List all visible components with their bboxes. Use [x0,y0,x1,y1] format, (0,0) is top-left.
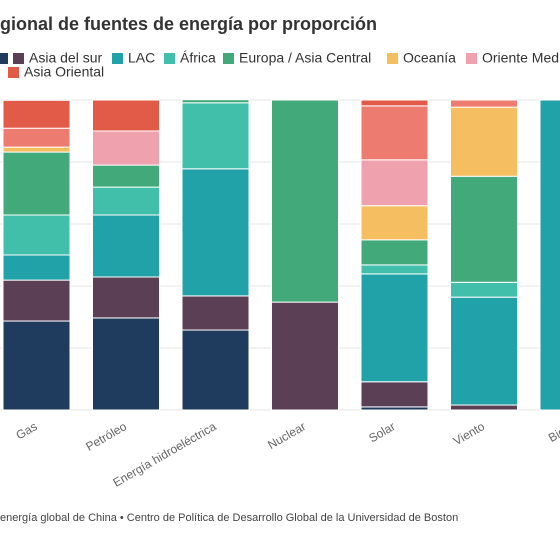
x-tick-label: Petróleo [83,419,129,454]
legend-label: Asia del sur [29,50,102,66]
bar-segment [2,99,71,129]
legend-label: LAC [128,50,155,66]
bar-segment [92,214,160,278]
bar-segment [181,99,250,104]
bar-segment [360,273,429,383]
legend-label: Oriente Med [482,50,559,66]
bar-segment [2,214,71,256]
bar-segment [181,295,250,331]
x-tick-label: Nuclear [265,419,308,452]
bar-segment [450,99,518,108]
bar-segment [450,404,518,411]
bar-segment [450,296,518,406]
bar-segment [360,159,429,207]
bar-segment [539,99,560,411]
bar-segment [92,276,160,319]
legend-swatch [387,53,398,64]
bar-segment [450,175,518,283]
bar-segment [92,130,160,166]
legend-swatch [466,53,477,64]
legend-swatch [164,53,175,64]
bar-segment [450,281,518,298]
legend-swatch [13,53,24,64]
bar-segment [2,146,71,153]
bar-segment [2,151,71,216]
legend-swatch [223,53,234,64]
bar-segment [360,239,429,266]
bar-segment [92,164,160,188]
bar-segment [360,205,429,241]
bar-segment [2,254,71,281]
bar-segment [360,99,429,107]
x-tick-label: Solar [366,419,397,445]
bar-segment [181,102,250,170]
bar-segment [271,99,339,303]
bar-segment [2,279,71,322]
bar-segment [360,381,429,408]
legend-swatch [112,53,123,64]
x-tick-label: Gas [14,419,40,442]
bar-segment [360,105,429,161]
x-tick-label: Viento [451,419,488,448]
bar-segment [450,106,518,177]
legend-label: África [180,50,216,66]
x-tick-label: Biom [546,419,560,445]
bar-segment [181,168,250,297]
bar-segment [92,317,160,411]
legend-swatch [8,67,19,78]
bar-segment [2,127,71,148]
bar-segment [360,264,429,275]
bar-segment [92,99,160,132]
bar-segment [92,186,160,216]
legend-label: Oceanía [403,50,456,66]
bar-segment [181,329,250,411]
legend-label: Asia Oriental [24,64,104,80]
legend-swatch [0,53,8,64]
source: energía global de China • Centro de Polí… [0,512,458,524]
bar-segment [2,320,71,411]
chart-title: gional de fuentes de energía por proporc… [0,14,377,34]
bar-segment [271,301,339,411]
legend-label: Europa / Asia Central [239,50,371,66]
